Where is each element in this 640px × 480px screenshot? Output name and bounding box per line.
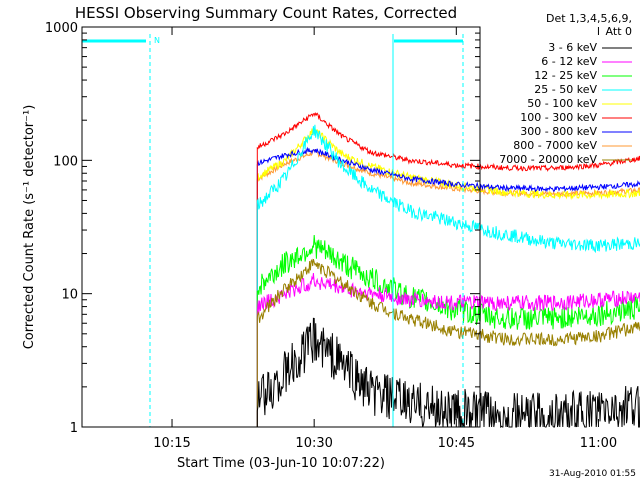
- labels-layer: HESSI Observing Summary Count Rates, Cor…: [22, 4, 636, 479]
- series-line-4: [256, 128, 640, 427]
- series-line-6: [256, 146, 640, 427]
- series-line-8: [256, 258, 640, 427]
- series-line-5: [256, 111, 640, 427]
- marker-label: N: [154, 36, 160, 45]
- x-axis-title: Start Time (03-Jun-10 10:07:22): [177, 456, 385, 471]
- legend-label-1: 6 - 12 keV: [541, 55, 597, 68]
- series-line-2: [256, 234, 640, 427]
- y-tick-label-3: 1000: [45, 21, 78, 36]
- plot-frame: [81, 26, 481, 428]
- legend-header-1: Att 0: [606, 25, 632, 38]
- x-tick-label-2: 10:45: [438, 436, 475, 451]
- plot-layer: [82, 34, 640, 429]
- chart-title: HESSI Observing Summary Count Rates, Cor…: [75, 4, 457, 22]
- y-tick-label-1: 10: [61, 288, 78, 303]
- legend-header-0: Det 1,3,4,5,6,9,: [546, 12, 632, 25]
- legend-label-5: 100 - 300 keV: [520, 111, 597, 124]
- legend-label-3: 25 - 50 keV: [534, 83, 597, 96]
- legend-label-0: 3 - 6 keV: [548, 41, 597, 54]
- series-line-1: [256, 273, 640, 427]
- y-tick-label-0: 1: [70, 421, 78, 436]
- x-tick-label-0: 10:15: [153, 436, 190, 451]
- legend-label-8: 7000 - 20000 keV: [499, 153, 597, 166]
- series-line-3: [256, 124, 640, 427]
- y-axis-title: Corrected Count Rate (s⁻¹ detector⁻¹): [22, 105, 37, 350]
- legend-label-2: 12 - 25 keV: [534, 69, 597, 82]
- legend-label-4: 50 - 100 keV: [527, 97, 597, 110]
- x-tick-label-3: 11:00: [580, 436, 617, 451]
- series-line-0: [256, 317, 640, 429]
- legend-label-6: 300 - 800 keV: [520, 125, 597, 138]
- x-tick-label-1: 10:30: [295, 436, 332, 451]
- y-tick-label-2: 100: [53, 154, 78, 169]
- series-line-7: [256, 149, 640, 427]
- print-timestamp: 31-Aug-2010 01:55: [549, 469, 636, 479]
- axes-layer: 10:1510:3010:4511:0011:1511:3011:4511010…: [45, 21, 617, 451]
- legend-label-7: 800 - 7000 keV: [513, 139, 597, 152]
